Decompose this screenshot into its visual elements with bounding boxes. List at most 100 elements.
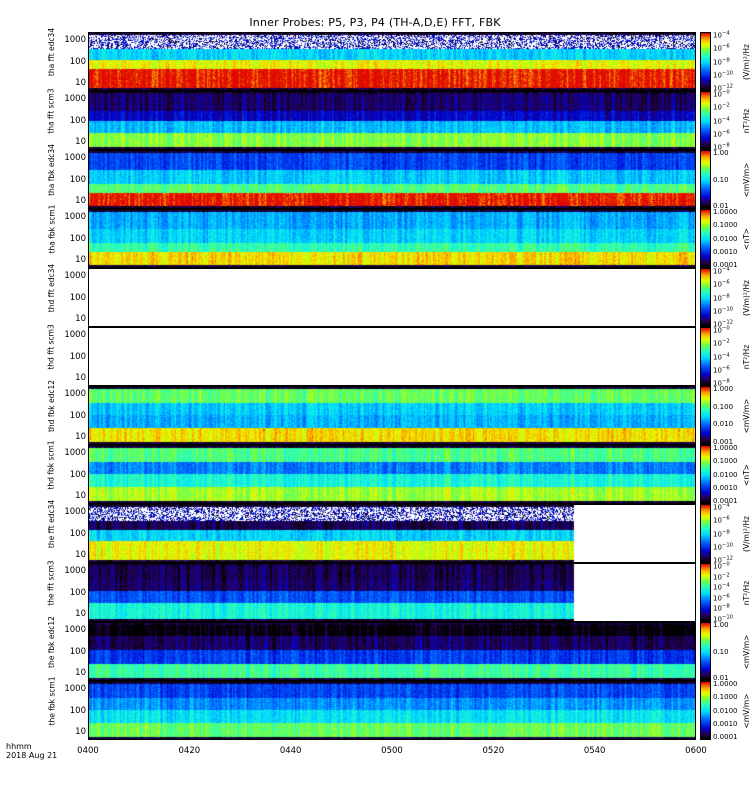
panel-label-tha-fbk-edc34: tha fbk edc34 <box>22 144 82 196</box>
colorbar-tick-label: 0.0001 <box>713 733 738 741</box>
x-axis-ticks: 0400 0420 0440 0500 0520 0540 0600 <box>0 746 750 760</box>
y-tick-label: 10 <box>75 313 86 324</box>
colorbar-tick-label: 10−0 <box>713 325 730 335</box>
y-tick-label: 1000 <box>64 625 86 636</box>
y-tick-label: 1000 <box>64 507 86 518</box>
colorbar-tick-label: 0.1000 <box>713 457 738 466</box>
y-tick-label: 100 <box>69 351 86 362</box>
colorbar-tick-label: 10−10 <box>713 306 734 316</box>
x-tick-label: 0540 <box>583 746 606 756</box>
colorbar-tha-fbk-scm1 <box>700 209 711 268</box>
spectrogram-panel-the-fft-scm3[interactable] <box>88 563 696 622</box>
spectrogram-image-tha-fft-edc34 <box>89 33 695 90</box>
y-tick-label: 10 <box>75 195 86 206</box>
colorbar-tick-label: 0.0001 <box>713 261 738 269</box>
spectrogram-image-the-fbk-edc12 <box>89 623 695 680</box>
colorbar-unit-thd-fbk-scm1: <nT> <box>742 463 750 486</box>
spectrogram-panel-tha-fbk-edc34[interactable] <box>88 150 696 209</box>
panel-label-text: tha fbk scm1 <box>46 204 56 253</box>
spectrogram-image-the-fft-scm3 <box>89 564 695 621</box>
panel-label-thd-fbk-scm1: thd fbk scm1 <box>22 440 82 489</box>
spectrogram-panel-tha-fft-scm3[interactable] <box>88 91 696 150</box>
y-axis-ticks-the-fft-edc34: 1000 100 10 <box>50 504 86 563</box>
y-tick-label: 100 <box>69 292 86 303</box>
panel-label-text: thd fbk edc12 <box>46 379 56 432</box>
spectrogram-panel-tha-fbk-scm1[interactable] <box>88 209 696 268</box>
colorbar-tick-label: 10−6 <box>713 593 730 603</box>
colorbar-unit-tha-fbk-edc34: <mV/m> <box>742 162 750 197</box>
colorbar-ticks-thd-fbk-edc12: 1.000 0.100 0.010 0.001 <box>713 385 747 446</box>
colorbar-gradient <box>701 269 710 326</box>
spectrogram-panel-the-fbk-edc12[interactable] <box>88 622 696 681</box>
colorbar-tick-label: 10−6 <box>713 129 730 139</box>
spectrogram-panel-thd-fbk-edc12[interactable] <box>88 386 696 445</box>
spectrogram-panel-thd-fft-scm3[interactable] <box>88 327 696 386</box>
x-axis-label: hhmm <box>6 742 32 751</box>
panel-label-tha-fbk-scm1: tha fbk scm1 <box>22 204 82 253</box>
y-tick-label: 1000 <box>64 684 86 695</box>
colorbar-unit-the-fbk-scm1: <mV/m> <box>742 693 750 728</box>
spectrogram-panel-tha-fft-edc34[interactable] <box>88 32 696 91</box>
panel-label-text: the fbk edc12 <box>47 615 56 668</box>
spectrogram-image-tha-fbk-edc34 <box>89 151 695 208</box>
colorbar-ticks-the-fbk-edc12: 1.00 0.10 0.01 <box>713 621 747 682</box>
colorbar-unit-tha-fft-scm3: nT²/Hz <box>742 108 750 133</box>
y-axis-ticks-thd-fft-edc34: 1000 100 10 <box>50 268 86 327</box>
x-tick-label: 0420 <box>178 746 201 756</box>
panel-label-tha-fft-scm3: tha fft scm3 <box>22 88 82 133</box>
panel-label-text: tha fft edc34 <box>47 27 56 76</box>
spectrogram-panel-the-fft-edc34[interactable] <box>88 504 696 563</box>
colorbar-tick-label: 0.10 <box>713 175 729 184</box>
colorbar-thd-fft-scm3 <box>700 327 711 386</box>
colorbar-the-fft-edc34 <box>700 504 711 563</box>
spectrogram-panel-thd-fbk-scm1[interactable] <box>88 445 696 504</box>
panel-label-the-fbk-scm1: the fbk scm1 <box>22 676 82 725</box>
colorbar-gradient <box>701 505 710 562</box>
y-tick-label: 1000 <box>64 566 86 577</box>
panel-label-thd-fft-scm3: thd fft scm3 <box>22 324 82 369</box>
colorbar-tha-fft-edc34 <box>700 32 711 91</box>
colorbar-tick-label: 10−8 <box>713 603 730 614</box>
colorbar-unit-thd-fft-scm3: nT²/Hz <box>742 344 750 369</box>
y-tick-label: 10 <box>75 608 86 619</box>
y-tick-label: 1000 <box>64 212 86 223</box>
y-tick-label: 10 <box>75 667 86 678</box>
y-tick-label: 1000 <box>64 153 86 164</box>
colorbar-thd-fbk-scm1 <box>700 445 711 504</box>
date-label: 2018 Aug 21 <box>6 751 58 760</box>
spectrogram-image-thd-fft-edc34 <box>89 269 695 326</box>
colorbar-tick-label: 10−2 <box>713 571 730 582</box>
colorbar-tick-label: 10−2 <box>713 338 730 348</box>
spectrogram-panel-thd-fft-edc34[interactable] <box>88 268 696 327</box>
colorbar-ticks-thd-fbk-scm1: 1.0000 0.1000 0.0100 0.0010 0.0001 <box>713 444 747 505</box>
y-axis-ticks-tha-fft-scm3: 1000 100 10 <box>50 91 86 150</box>
y-tick-label: 1000 <box>64 330 86 341</box>
y-tick-label: 10 <box>75 136 86 147</box>
colorbar-tick-label: 10−8 <box>713 292 730 303</box>
colorbar-tick-label: 0.0100 <box>713 706 738 715</box>
colorbar-tick-label: 10−4 <box>713 351 730 362</box>
colorbar-unit-thd-fft-edc34: (V/m)²/Hz <box>742 279 750 316</box>
colorbar-gradient <box>701 564 710 621</box>
colorbar-tick-label: 10−8 <box>713 56 730 67</box>
spectrogram-panel-the-fbk-scm1[interactable] <box>88 681 696 740</box>
colorbar-ticks-tha-fft-edc34: 10−4 10−6 10−8 10−10 10−12 <box>713 30 747 93</box>
colorbar-tick-label: 0.10 <box>713 647 729 656</box>
colorbar-tick-label: 0.0001 <box>713 497 738 505</box>
panel-label-thd-fbk-edc12: thd fbk edc12 <box>22 379 82 431</box>
colorbar-gradient <box>701 210 710 267</box>
colorbar-tick-label: 0.0100 <box>713 470 738 479</box>
y-tick-label: 10 <box>75 549 86 560</box>
panel-label-thd-fft-edc34: thd fft edc34 <box>22 263 82 311</box>
colorbar-tick-label: 10−6 <box>713 43 730 53</box>
panel-label-the-fbk-edc12: the fbk edc12 <box>22 616 82 668</box>
spectrogram-image-thd-fbk-edc12 <box>89 387 695 444</box>
colorbar-tick-label: 10−10 <box>713 70 734 80</box>
colorbar-tick-label: 0.0010 <box>713 719 738 728</box>
colorbar-tick-label: 10−12 <box>713 83 734 93</box>
x-tick-label: 0440 <box>279 746 302 756</box>
spectrogram-image-thd-fbk-scm1 <box>89 446 695 503</box>
colorbar-tick-label: 1.00 <box>713 621 729 629</box>
colorbar-ticks-tha-fbk-scm1: 1.0000 0.1000 0.0100 0.0010 0.0001 <box>713 208 747 269</box>
